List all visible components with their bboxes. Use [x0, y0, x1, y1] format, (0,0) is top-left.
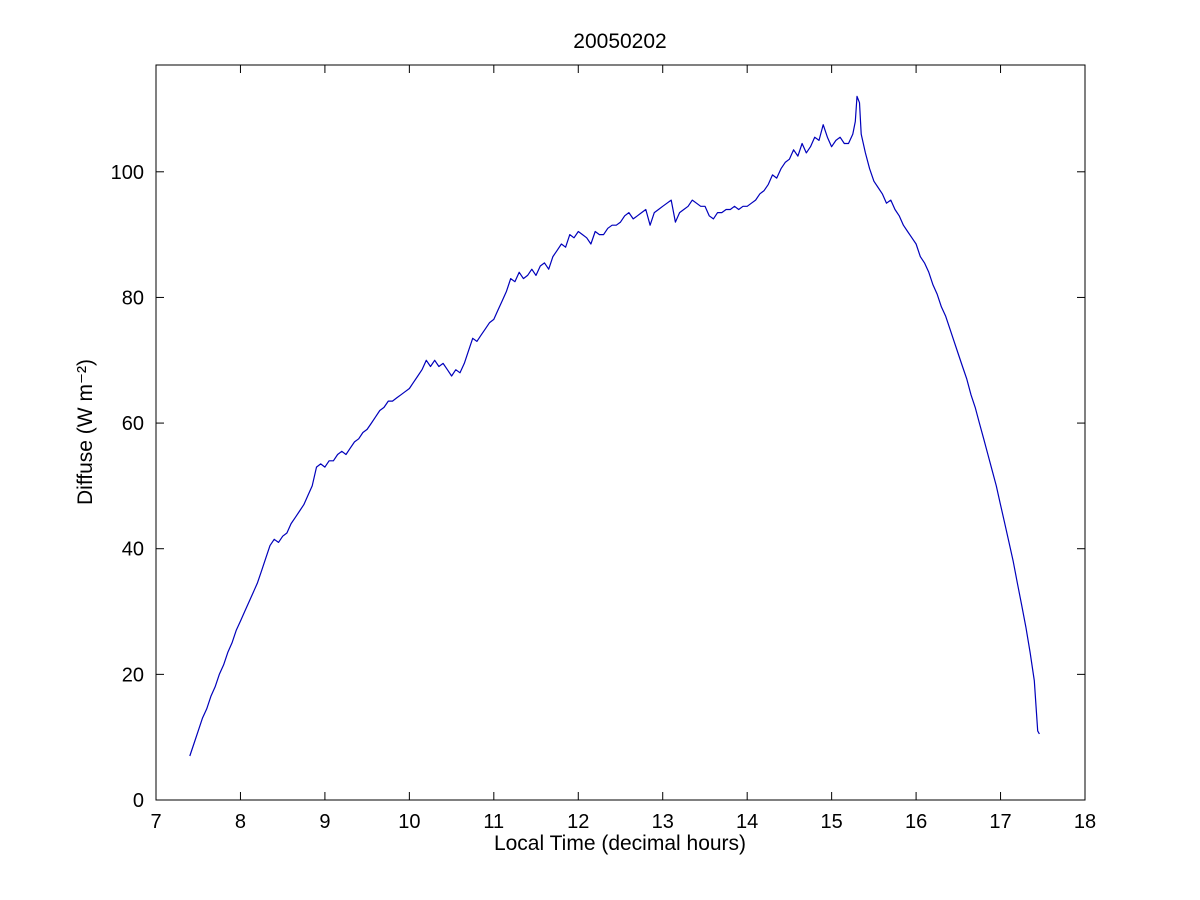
- x-tick-label: 9: [319, 811, 330, 833]
- plot-axes-box: [155, 64, 1086, 801]
- plot-title: 20050202: [573, 30, 666, 53]
- x-tick-label: 16: [905, 811, 927, 833]
- x-tick-label: 12: [567, 811, 589, 833]
- diffuse-line-series: [189, 95, 1040, 757]
- y-tick-label: 20: [122, 664, 144, 686]
- x-axis-label: Local Time (decimal hours): [494, 832, 746, 855]
- y-tick-label: 80: [122, 287, 144, 309]
- y-tick-label: 0: [133, 790, 144, 812]
- y-tick-label: 60: [122, 413, 144, 435]
- y-tick-label: 100: [111, 162, 144, 184]
- y-tick-label: 40: [122, 539, 144, 561]
- x-tick-label: 13: [652, 811, 674, 833]
- x-tick-label: 14: [736, 811, 758, 833]
- x-tick-label: 17: [989, 811, 1011, 833]
- x-tick-label: 15: [821, 811, 843, 833]
- y-axis-label: Diffuse (W m⁻²): [74, 359, 97, 505]
- x-tick-label: 10: [398, 811, 420, 833]
- x-tick-label: 8: [235, 811, 246, 833]
- x-tick-label: 11: [483, 811, 504, 833]
- x-tick-label: 18: [1074, 811, 1096, 833]
- x-tick-label: 7: [150, 811, 161, 833]
- axis-ticks-layer: 7 8 9 10 11 12 13 14 15 16 17 18 0 20 40 60 80 100: [111, 65, 1096, 833]
